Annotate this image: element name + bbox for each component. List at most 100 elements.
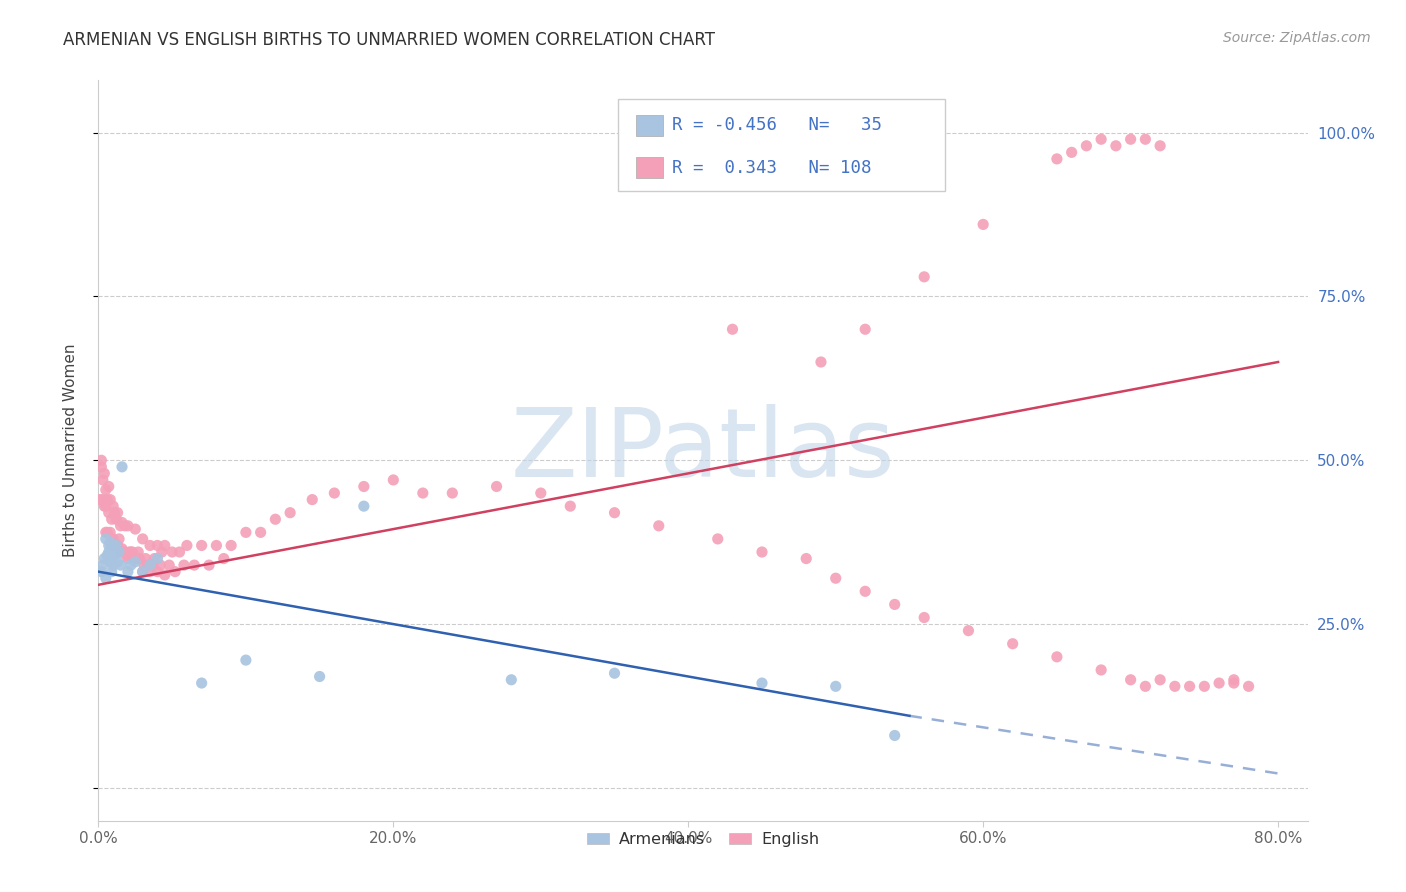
Point	[94, 525, 117, 540]
Point	[136, 558, 159, 573]
Point	[157, 558, 180, 573]
Point	[165, 565, 187, 579]
Point	[278, 506, 301, 520]
Point	[131, 565, 153, 579]
Point	[264, 512, 287, 526]
Point	[98, 555, 121, 569]
Point	[810, 355, 832, 369]
Point	[912, 610, 935, 624]
Y-axis label: Births to Unmarried Women: Births to Unmarried Women	[63, 343, 77, 558]
Point	[107, 555, 129, 569]
Point	[160, 545, 183, 559]
Point	[100, 565, 122, 579]
Point	[301, 492, 323, 507]
Point	[382, 473, 405, 487]
Point	[90, 453, 112, 467]
Point	[94, 483, 117, 497]
Point	[169, 545, 191, 559]
Point	[323, 486, 346, 500]
Point	[127, 545, 149, 559]
Point	[114, 545, 136, 559]
Point	[93, 551, 115, 566]
Point	[176, 539, 198, 553]
Point	[146, 565, 169, 579]
Point	[93, 499, 115, 513]
Point	[1001, 637, 1024, 651]
Point	[1046, 152, 1069, 166]
Point	[97, 479, 120, 493]
Point	[912, 269, 935, 284]
Text: ZIPatlas: ZIPatlas	[510, 404, 896, 497]
Point	[1119, 673, 1142, 687]
Point	[97, 539, 120, 553]
Point	[94, 499, 117, 513]
Point	[1105, 138, 1128, 153]
Point	[883, 729, 905, 743]
Point	[110, 558, 132, 573]
Bar	[637, 115, 664, 136]
Point	[89, 492, 111, 507]
Point	[794, 551, 817, 566]
Point	[139, 565, 162, 579]
Point	[205, 539, 228, 553]
Point	[91, 473, 114, 487]
Point	[117, 565, 139, 579]
Point	[1149, 138, 1171, 153]
Point	[104, 549, 127, 563]
Point	[1237, 679, 1260, 693]
Point	[98, 525, 121, 540]
Point	[111, 516, 134, 530]
Point	[101, 541, 124, 556]
Point	[105, 512, 128, 526]
Point	[853, 322, 876, 336]
Point	[117, 551, 139, 566]
Point	[235, 525, 257, 540]
Point	[441, 486, 464, 500]
Point	[149, 558, 172, 573]
Point	[198, 558, 221, 573]
Point	[100, 539, 122, 553]
Point	[1119, 132, 1142, 146]
Point	[93, 467, 115, 481]
Point	[721, 322, 744, 336]
Point	[183, 558, 205, 573]
Point	[97, 545, 120, 559]
Point	[485, 479, 508, 493]
Point	[249, 525, 271, 540]
Point	[131, 532, 153, 546]
Point	[120, 545, 142, 559]
Point	[91, 492, 114, 507]
Point	[219, 539, 242, 553]
Point	[212, 551, 235, 566]
Point	[104, 506, 127, 520]
Point	[96, 525, 118, 540]
Point	[530, 486, 553, 500]
Text: ARMENIAN VS ENGLISH BIRTHS TO UNMARRIED WOMEN CORRELATION CHART: ARMENIAN VS ENGLISH BIRTHS TO UNMARRIED …	[63, 31, 716, 49]
Point	[412, 486, 434, 500]
Point	[751, 676, 773, 690]
Legend: Armenians, English: Armenians, English	[581, 826, 825, 854]
Point	[706, 532, 728, 546]
Point	[115, 549, 138, 563]
Point	[108, 545, 131, 559]
Point	[131, 565, 153, 579]
Point	[1090, 132, 1112, 146]
Point	[101, 499, 124, 513]
Point	[190, 539, 212, 553]
Point	[104, 539, 127, 553]
Text: R = -0.456   N=   35: R = -0.456 N= 35	[672, 117, 882, 135]
Point	[603, 506, 626, 520]
Point	[111, 459, 134, 474]
Point	[135, 551, 157, 566]
Point	[134, 558, 156, 573]
Point	[153, 568, 176, 582]
Bar	[637, 157, 664, 178]
Point	[111, 541, 134, 556]
Point	[972, 218, 994, 232]
Point	[235, 653, 257, 667]
Point	[128, 551, 150, 566]
Point	[1178, 679, 1201, 693]
Point	[146, 539, 169, 553]
Point	[114, 518, 136, 533]
Point	[957, 624, 980, 638]
